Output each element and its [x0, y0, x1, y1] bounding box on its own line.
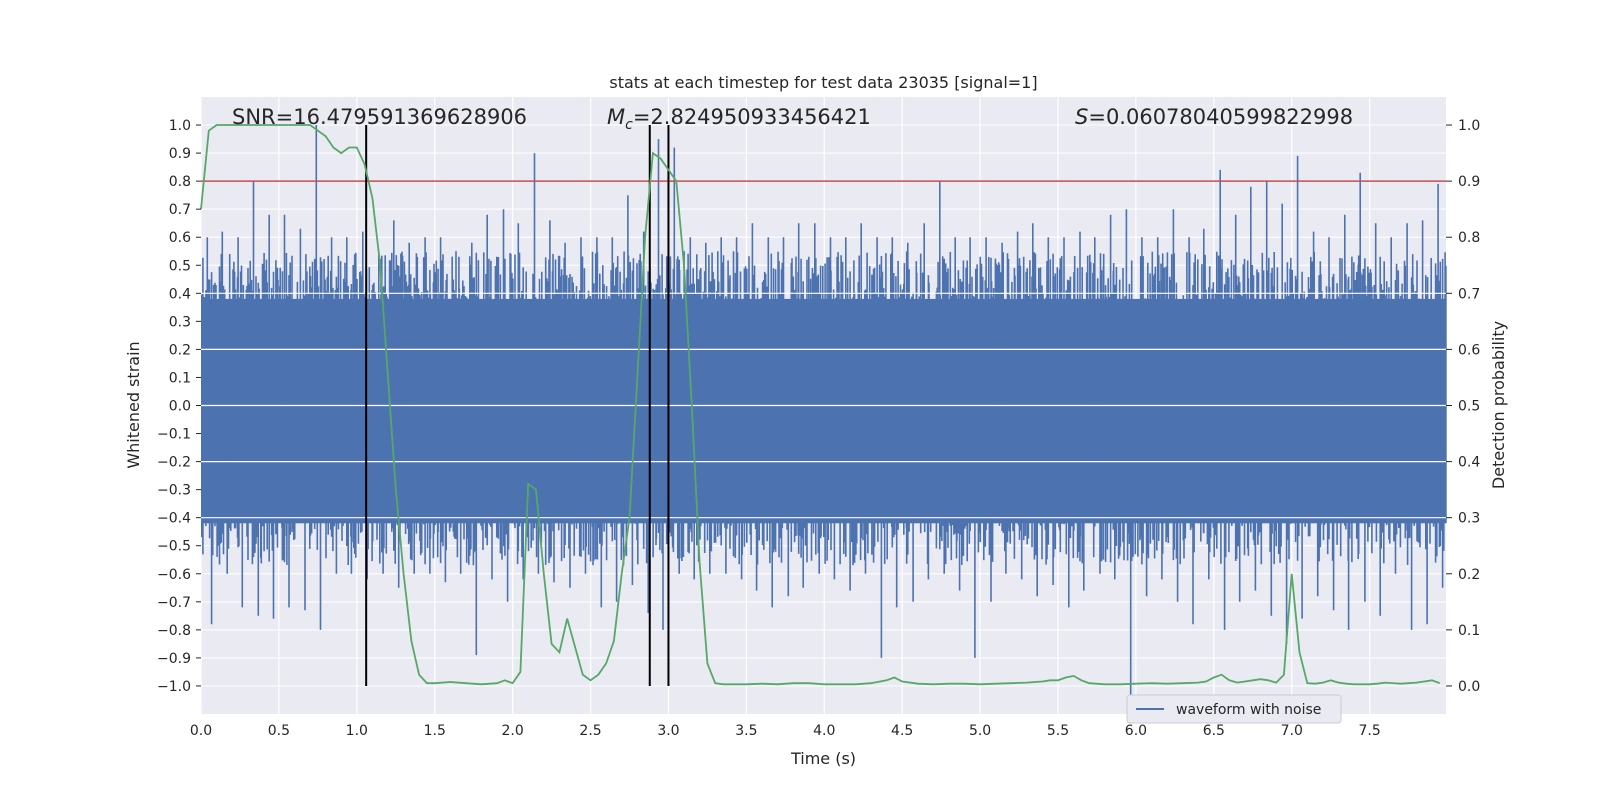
x-axis-label: Time (s) — [790, 749, 856, 768]
y-right-tick-label: 0.9 — [1458, 174, 1480, 190]
y-left-tick-label: 0.9 — [169, 146, 191, 162]
y-right-axis-ticks: 1.0 0.9 0.8 0.7 0.6 0.5 0.4 0.3 0.2 0.1 0.0 — [1446, 118, 1480, 695]
x-tick-label: 4.0 — [813, 723, 835, 739]
y-left-tick-label: −0.1 — [157, 427, 191, 443]
y-left-tick-label: −1.0 — [157, 679, 191, 695]
x-tick-label: 7.5 — [1359, 723, 1381, 739]
y-left-tick-label: 0.5 — [169, 258, 191, 274]
chirp-mass-value: =2.824950933456421 — [633, 105, 871, 129]
y-left-tick-label: −0.4 — [157, 511, 191, 527]
y-left-tick-label: 0.2 — [169, 342, 191, 358]
y-left-tick-label: −0.2 — [157, 455, 191, 471]
x-tick-label: 1.0 — [346, 723, 368, 739]
x-tick-label: 2.5 — [579, 723, 601, 739]
snr-annotation: SNR=16.479591369628906 — [232, 105, 527, 129]
s-symbol: S — [1075, 105, 1088, 129]
y-left-tick-label: −0.6 — [157, 567, 191, 583]
y-right-tick-label: 0.7 — [1458, 286, 1480, 302]
y-right-tick-label: 0.8 — [1458, 230, 1480, 246]
x-tick-label: 1.5 — [424, 723, 446, 739]
x-tick-label: 4.5 — [891, 723, 913, 739]
chirp-mass-symbol: M — [607, 105, 625, 129]
x-tick-label: 3.0 — [657, 723, 679, 739]
y-left-axis-ticks: 1.0 0.9 0.8 0.7 0.6 0.5 0.4 0.3 0.2 0.1 0.0 −0.1 −0.… — [157, 118, 201, 695]
x-tick-label: 3.5 — [735, 723, 757, 739]
y-left-tick-label: 0.4 — [169, 286, 191, 302]
y-left-tick-label: 0.8 — [169, 174, 191, 190]
vertical-markers — [365, 125, 670, 686]
x-tick-label: 5.0 — [969, 723, 991, 739]
y-left-tick-label: −0.8 — [157, 623, 191, 639]
x-tick-label: 6.0 — [1125, 723, 1147, 739]
x-axis-ticks: 0.0 0.5 1.0 1.5 2.0 2.5 3.0 3.5 4.0 4.5 5.0 5.5 6.0 6… — [190, 723, 1381, 739]
y-right-tick-label: 0.4 — [1458, 455, 1480, 471]
detection-probability-line — [200, 124, 1441, 686]
x-tick-label: 2.0 — [502, 723, 524, 739]
legend: waveform with noise — [1126, 694, 1342, 724]
legend-box — [1126, 694, 1342, 724]
y-left-tick-label: −0.3 — [157, 483, 191, 499]
waveform-series — [201, 125, 1447, 700]
y-right-tick-label: 0.3 — [1458, 511, 1480, 527]
chart-title: stats at each timestep for test data 230… — [609, 73, 1037, 92]
y-right-tick-label: 0.5 — [1458, 399, 1480, 415]
y-right-axis-label: Detection probability — [1489, 321, 1508, 489]
y-right-tick-label: 0.0 — [1458, 679, 1480, 695]
x-tick-label: 0.0 — [190, 723, 212, 739]
y-left-tick-label: −0.7 — [157, 595, 191, 611]
y-left-axis-label: Whitened strain — [124, 341, 143, 468]
x-tick-label: 0.5 — [268, 723, 290, 739]
chirp-mass-subscript: c — [625, 117, 633, 133]
s-annotation: S=0.06078040599822998 — [1075, 105, 1353, 129]
y-right-tick-label: 0.6 — [1458, 342, 1480, 358]
s-value: =0.06078040599822998 — [1088, 105, 1353, 129]
y-left-tick-label: 0.7 — [169, 202, 191, 218]
legend-label: waveform with noise — [1176, 702, 1321, 718]
x-tick-label: 6.5 — [1203, 723, 1225, 739]
chirp-mass-annotation: Mc=2.824950933456421 — [607, 105, 871, 133]
y-right-tick-label: 0.1 — [1458, 623, 1480, 639]
y-left-tick-label: 0.1 — [169, 370, 191, 386]
x-tick-label: 7.0 — [1281, 723, 1303, 739]
y-left-tick-label: −0.5 — [157, 539, 191, 555]
waveform-spikes — [201, 125, 1447, 700]
y-left-tick-label: −0.9 — [157, 651, 191, 667]
y-left-tick-label: 0.3 — [169, 314, 191, 330]
x-tick-label: 5.5 — [1047, 723, 1069, 739]
y-left-tick-label: 1.0 — [169, 118, 191, 134]
y-left-tick-label: 0.6 — [169, 230, 191, 246]
y-right-tick-label: 0.2 — [1458, 567, 1480, 583]
y-left-tick-label: 0.0 — [169, 399, 191, 415]
y-right-tick-label: 1.0 — [1458, 118, 1480, 134]
